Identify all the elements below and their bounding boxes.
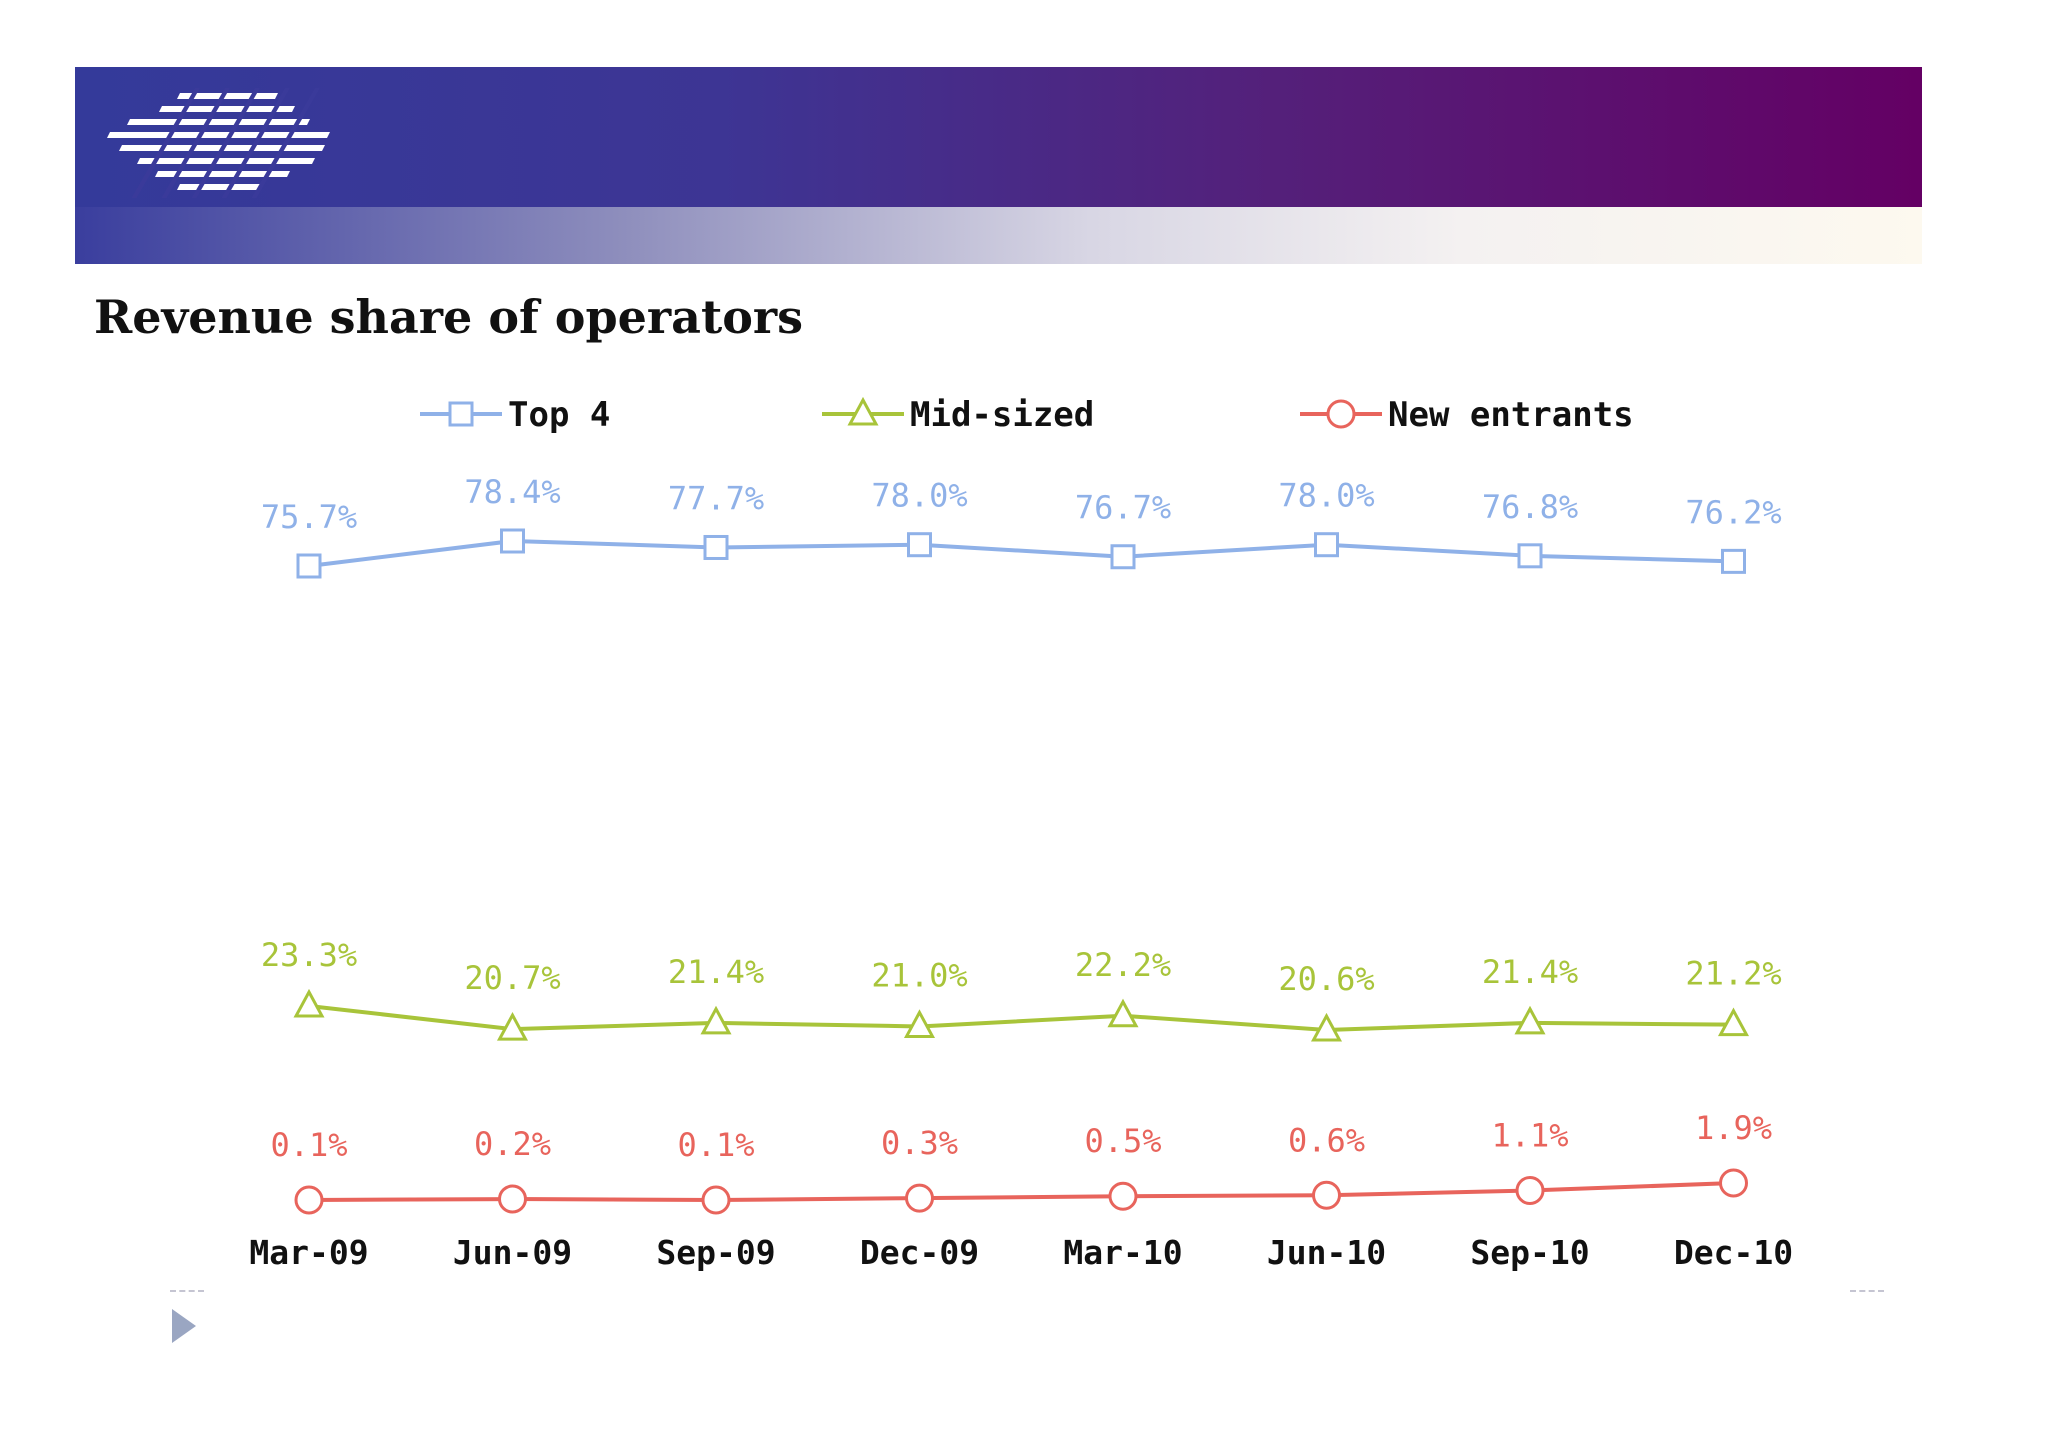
series-2-point-0 (294, 1185, 324, 1215)
legend-item-2: New entrants (1300, 395, 1634, 435)
series-1-data-label-1: 20.7% (464, 959, 560, 997)
slide-title: Revenue share of operators (94, 290, 804, 344)
series-0-point-1 (500, 528, 525, 554)
series-2-data-label-5: 0.6% (1288, 1121, 1365, 1159)
series-1-point-2 (700, 1005, 732, 1035)
series-2-point-1 (498, 1184, 527, 1214)
series-2-data-label-2: 0.1% (677, 1126, 754, 1164)
legend-label-0: Top 4 (508, 395, 610, 435)
series-2-point-6 (1515, 1176, 1545, 1206)
striped-diamond-logo (107, 88, 330, 198)
series-1-point-4 (1107, 998, 1139, 1028)
series-1-point-0 (293, 988, 325, 1018)
series-1: 23.3% 20.7% 21.4% 21.0% 22.2% 20.6% 21.4% 21.2% (261, 936, 1782, 1042)
series-1-data-label-7: 21.2% (1685, 955, 1781, 993)
x-tick-label-2: Sep-09 (656, 1233, 775, 1272)
series-0-data-label-6: 76.8% (1482, 488, 1578, 526)
x-tick-label-5: Jun-10 (1267, 1233, 1386, 1272)
series-2-point-3 (905, 1183, 934, 1213)
x-axis: Mar-09 Jun-09 Sep-09 Dec-09 Mar-10 Jun-10 Sep-… (249, 1233, 1793, 1272)
series-0-data-label-2: 77.7% (668, 479, 764, 517)
series-2-data-label-4: 0.5% (1084, 1122, 1161, 1160)
series-1-line (308, 1004, 1734, 1033)
series-0: 75.7% 78.4% 77.7% 78.0% 76.7% 78.0% 76.8% 76.2% (261, 473, 1782, 579)
x-tick-label-3: Dec-09 (860, 1233, 979, 1272)
series-2-point-7 (1719, 1168, 1748, 1198)
series-0-point-4 (1110, 544, 1136, 570)
series-2-data-label-0: 0.1% (270, 1126, 347, 1164)
series-1-data-label-4: 22.2% (1075, 946, 1171, 984)
series-0-point-5 (1314, 532, 1339, 558)
series-1-point-6 (1514, 1005, 1546, 1035)
legend-marker-2 (1326, 399, 1356, 429)
series-0-data-label-1: 78.4% (464, 473, 560, 511)
series-1-data-label-5: 20.6% (1278, 960, 1374, 998)
x-tick-label-7: Dec-10 (1674, 1233, 1793, 1272)
series-0-point-3 (907, 532, 932, 558)
series-2-data-label-3: 0.3% (881, 1124, 958, 1162)
triangle-bullet-icon (172, 1309, 196, 1343)
series-0-point-0 (296, 553, 322, 579)
dashed-divider-left (170, 1290, 204, 1292)
series-2-data-label-7: 1.9% (1695, 1109, 1772, 1147)
series-1-data-label-3: 21.0% (871, 956, 967, 994)
x-tick-label-6: Sep-10 (1470, 1233, 1589, 1272)
series-0-line (308, 538, 1734, 568)
legend-item-1: Mid-sized (822, 395, 1094, 435)
header-fade (75, 207, 1922, 264)
series-0-data-label-7: 76.2% (1685, 493, 1781, 531)
series-2-data-label-6: 1.1% (1491, 1117, 1568, 1155)
legend-label-2: New entrants (1388, 395, 1634, 435)
legend-label-1: Mid-sized (910, 395, 1094, 435)
series-2-data-label-1: 0.2% (474, 1125, 551, 1163)
series-2-point-5 (1312, 1180, 1341, 1210)
x-tick-label-1: Jun-09 (453, 1233, 572, 1272)
series-1-point-1 (496, 1011, 529, 1041)
series-1-point-5 (1310, 1012, 1343, 1042)
series-1-data-label-0: 23.3% (261, 936, 357, 974)
series-2: 0.1% 0.2% 0.1% 0.3% 0.5% 0.6% 1.1% 1.9% (270, 1109, 1772, 1215)
series-0-data-label-0: 75.7% (261, 498, 357, 536)
x-tick-label-4: Mar-10 (1063, 1233, 1182, 1272)
series-0-point-6 (1517, 543, 1543, 569)
series-1-point-3 (903, 1009, 936, 1038)
chart-series: 75.7% 78.4% 77.7% 78.0% 76.7% 78.0% 76.8% 76.2%… (261, 473, 1782, 1215)
series-1-point-7 (1717, 1007, 1750, 1037)
series-2-point-4 (1108, 1181, 1138, 1211)
series-0-data-label-4: 76.7% (1075, 489, 1171, 527)
legend-marker-1 (847, 396, 879, 426)
x-tick-label-0: Mar-09 (249, 1233, 368, 1272)
series-1-data-label-6: 21.4% (1482, 953, 1578, 991)
series-0-point-7 (1721, 548, 1746, 574)
dashed-divider-right (1850, 1290, 1884, 1292)
series-0-data-label-5: 78.0% (1278, 477, 1374, 515)
chart-legend: Top 4 Mid-sized New entrants (420, 395, 1634, 435)
series-0-data-label-3: 78.0% (871, 477, 967, 515)
header-band (75, 67, 1922, 207)
legend-marker-0 (448, 401, 474, 427)
series-1-data-label-2: 21.4% (668, 953, 764, 991)
legend-item-0: Top 4 (420, 395, 610, 435)
series-2-point-2 (701, 1185, 731, 1215)
series-0-point-2 (703, 534, 729, 560)
series-2-line (308, 1181, 1734, 1203)
